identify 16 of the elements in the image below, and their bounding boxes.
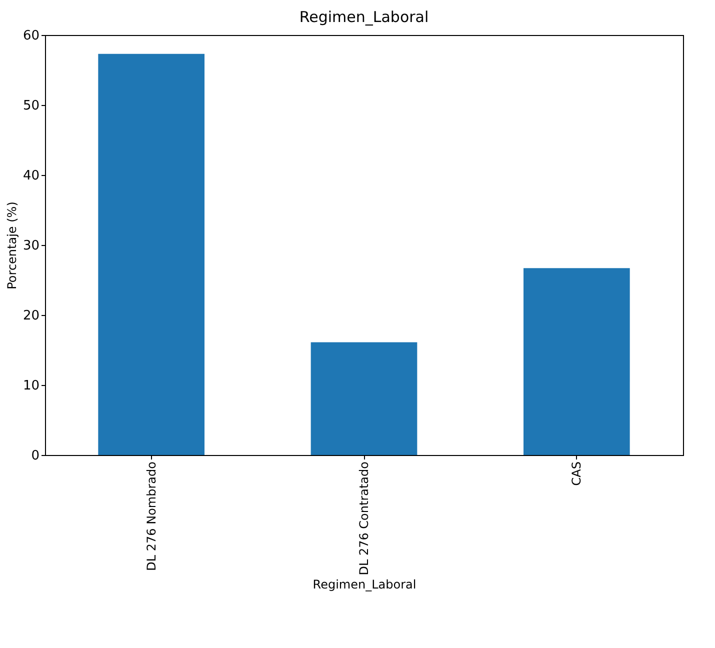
chart-title: Regimen_Laboral: [299, 8, 429, 26]
bar: [524, 268, 630, 455]
x-tick-label: DL 276 Contratado: [357, 462, 371, 576]
y-tick-label: 50: [22, 98, 40, 114]
y-tick-label: 60: [22, 28, 40, 44]
x-axis-title: Regimen_Laboral: [312, 577, 416, 592]
bar: [98, 54, 204, 455]
y-tick-label: 30: [22, 238, 40, 254]
y-tick-label: 10: [22, 378, 40, 394]
y-tick-label: 20: [22, 308, 40, 324]
x-tick-label: CAS: [570, 462, 584, 486]
y-tick-label: 0: [31, 448, 40, 464]
x-tick-label: DL 276 Nombrado: [144, 462, 158, 571]
y-tick-label: 40: [22, 168, 40, 184]
bar: [310, 342, 418, 455]
y-axis-title: Porcentaje (%): [4, 202, 19, 290]
